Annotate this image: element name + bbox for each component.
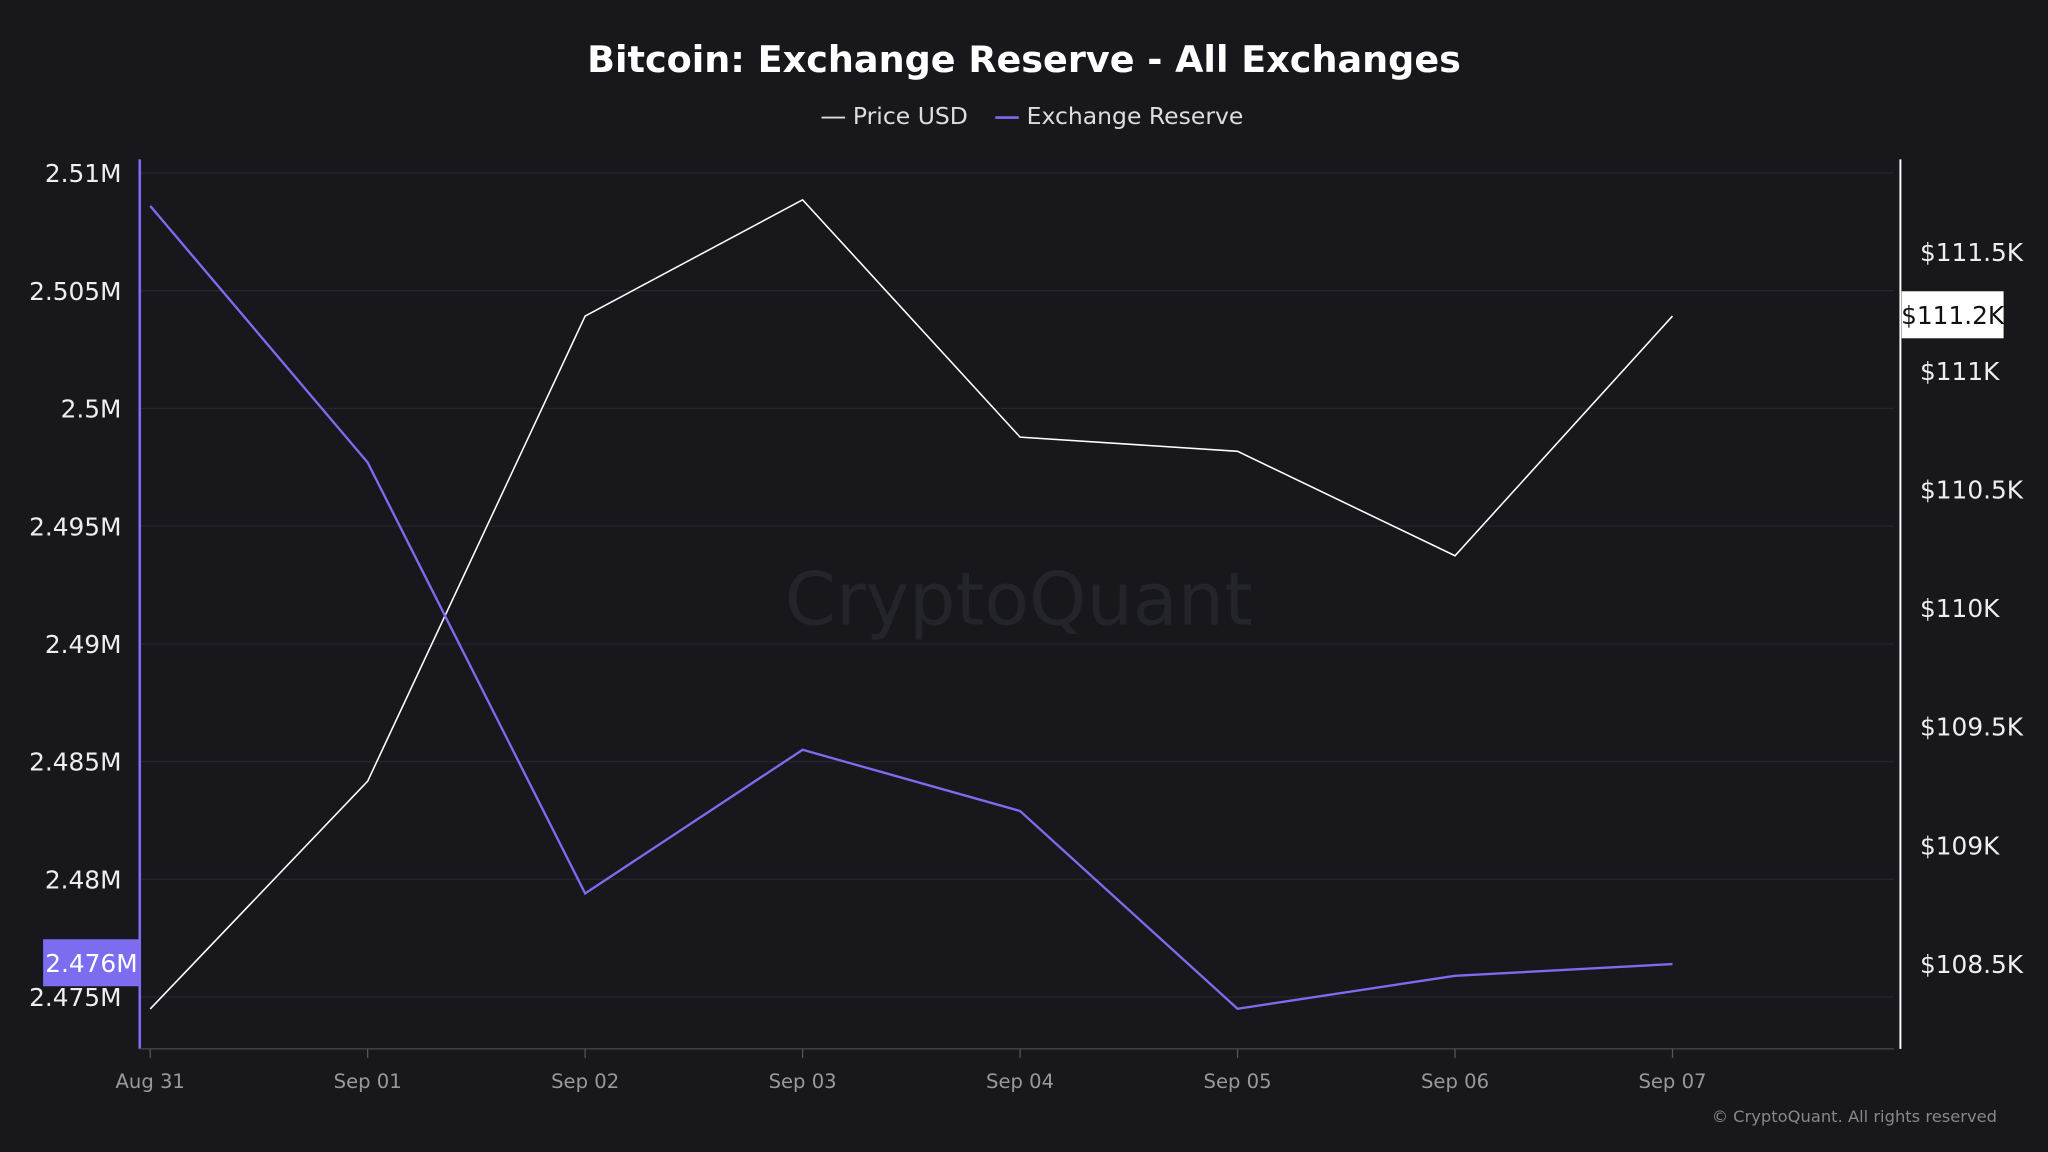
- x-tick-label: Sep 05: [1204, 1070, 1272, 1093]
- right-tick-label: $109K: [1920, 831, 2000, 860]
- right-tick-label: $111K: [1920, 357, 2000, 386]
- right-current-value-label: $111.2K: [1901, 301, 2005, 330]
- left-tick-label: 2.51M: [45, 159, 122, 188]
- right-tick-label: $108.5K: [1920, 950, 2024, 979]
- right-current-value-badge: [1901, 291, 2004, 339]
- x-tick-label: Sep 02: [551, 1070, 619, 1093]
- legend-price-label: Price USD: [853, 102, 968, 130]
- right-tick-label: $110K: [1920, 594, 2000, 623]
- copyright: © CryptoQuant. All rights reserved: [1712, 1107, 1997, 1126]
- x-tick-label: Aug 31: [116, 1070, 185, 1093]
- left-tick-label: 2.495M: [29, 512, 121, 541]
- x-tick-label: Sep 04: [986, 1070, 1054, 1093]
- legend: Price USD Exchange Reserve: [821, 102, 1244, 130]
- left-tick-label: 2.49M: [45, 630, 122, 659]
- left-tick-label: 2.505M: [29, 277, 121, 306]
- left-tick-label: 2.5M: [61, 395, 122, 424]
- legend-reserve-label: Exchange Reserve: [1027, 102, 1244, 130]
- x-tick-label: Sep 07: [1638, 1070, 1706, 1093]
- right-tick-label: $110.5K: [1920, 475, 2024, 504]
- x-tick-label: Sep 06: [1421, 1070, 1489, 1093]
- left-current-value-label: 2.476M: [45, 949, 137, 978]
- chart-title: Bitcoin: Exchange Reserve - All Exchange…: [587, 38, 1461, 81]
- watermark: CryptoQuant: [785, 557, 1253, 642]
- left-tick-label: 2.475M: [29, 983, 121, 1012]
- x-tick-label: Sep 01: [334, 1070, 402, 1093]
- price-usd-line: [149, 198, 1674, 1010]
- x-tick-label: Sep 03: [769, 1070, 837, 1093]
- exchange-reserve-line: [149, 205, 1673, 1011]
- left-current-value-badge: [43, 939, 140, 987]
- left-tick-label: 2.48M: [45, 865, 122, 894]
- right-tick-label: $111.5K: [1920, 238, 2024, 267]
- right-tick-label: $109.5K: [1920, 713, 2024, 742]
- left-tick-label: 2.485M: [29, 748, 121, 777]
